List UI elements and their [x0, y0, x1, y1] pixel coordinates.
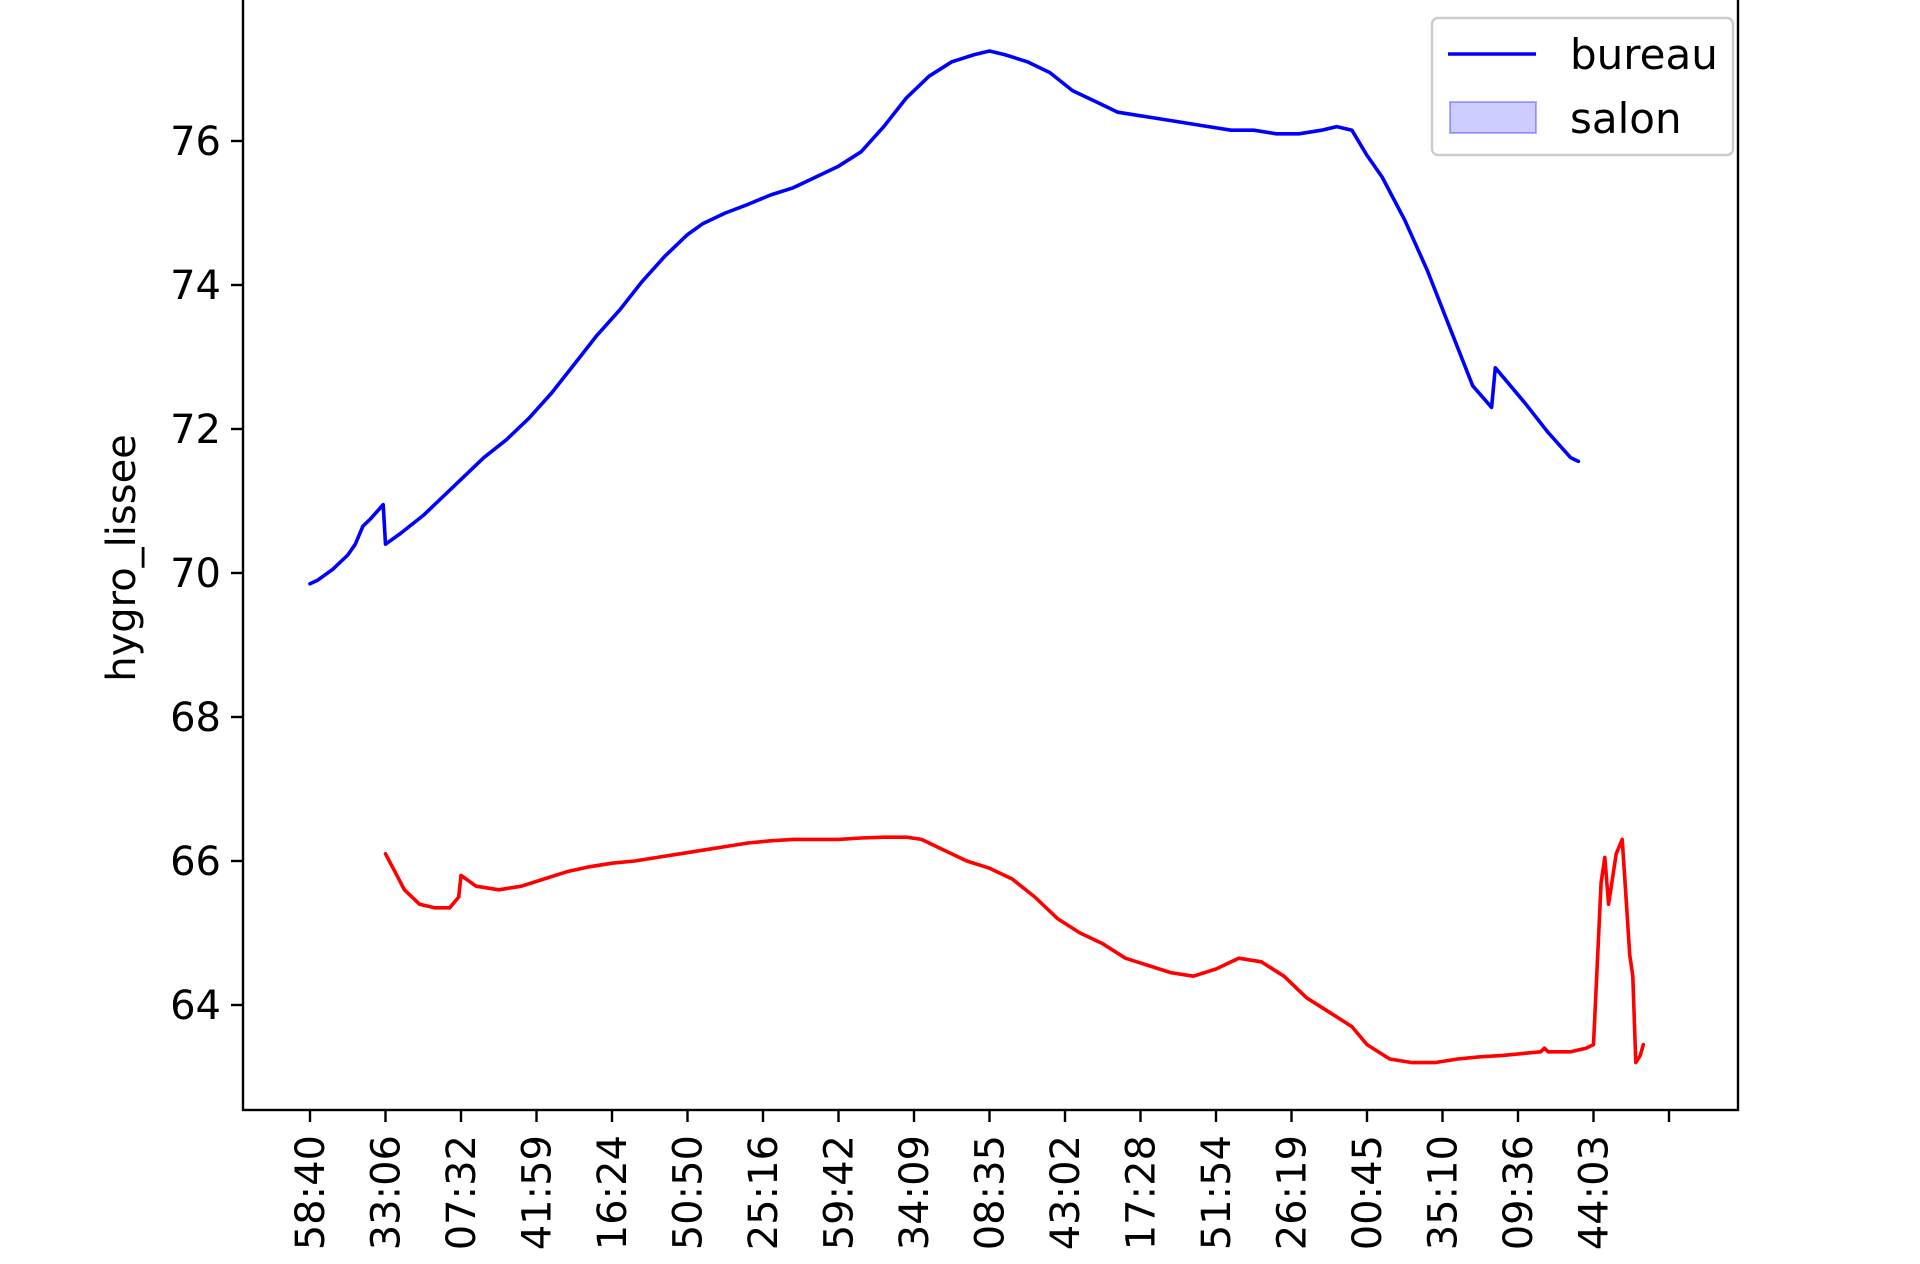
y-axis: 64 66 68 70 72 74 76	[170, 119, 243, 1029]
plot-area	[308, 49, 1646, 1065]
x-tick-label: 00:45	[1345, 1135, 1391, 1250]
x-tick-label: 50:50	[666, 1135, 712, 1250]
x-tick-label: 34:09	[892, 1135, 938, 1250]
y-axis-label: hygro_lissee	[99, 434, 145, 682]
y-tick-label: 76	[170, 119, 221, 165]
x-tick-label: 59:42	[817, 1135, 863, 1250]
x-tick-label: 44:03	[1572, 1135, 1618, 1250]
y-tick-label: 64	[170, 983, 221, 1029]
x-tick-label: 09:36	[1496, 1135, 1542, 1250]
x-tick-label: 26:19	[1270, 1135, 1316, 1250]
y-tick-label: 74	[170, 263, 221, 309]
series-line-bureau	[308, 49, 1581, 586]
y-tick-label: 66	[170, 839, 221, 885]
y-tick-label: 70	[170, 551, 221, 597]
x-axis: 58:40 33:06 07:32 41:59 16:24 50:50 25:16 59:42…	[288, 1110, 1671, 1250]
legend-swatch-salon	[1449, 101, 1537, 134]
x-tick-label: 25:16	[741, 1135, 787, 1250]
x-tick-label: 43:02	[1043, 1135, 1089, 1250]
series-line-salon	[383, 835, 1646, 1065]
x-tick-label: 07:32	[439, 1135, 485, 1250]
legend-label-bureau: bureau	[1570, 30, 1718, 79]
legend-label-salon: salon	[1570, 94, 1682, 143]
x-tick-label: 08:35	[968, 1135, 1014, 1250]
x-tick-label: 35:10	[1421, 1135, 1467, 1250]
legend: bureau salon	[1430, 16, 1735, 157]
y-tick-label: 68	[170, 695, 221, 741]
y-tick-label: 72	[170, 407, 221, 453]
x-tick-label: 17:28	[1119, 1135, 1165, 1250]
x-tick-label: 41:59	[515, 1135, 561, 1250]
x-tick-label: 16:24	[590, 1135, 636, 1250]
x-tick-label: 51:54	[1194, 1135, 1240, 1250]
x-tick-label: 58:40	[288, 1135, 334, 1250]
x-tick-label: 33:06	[364, 1135, 410, 1250]
